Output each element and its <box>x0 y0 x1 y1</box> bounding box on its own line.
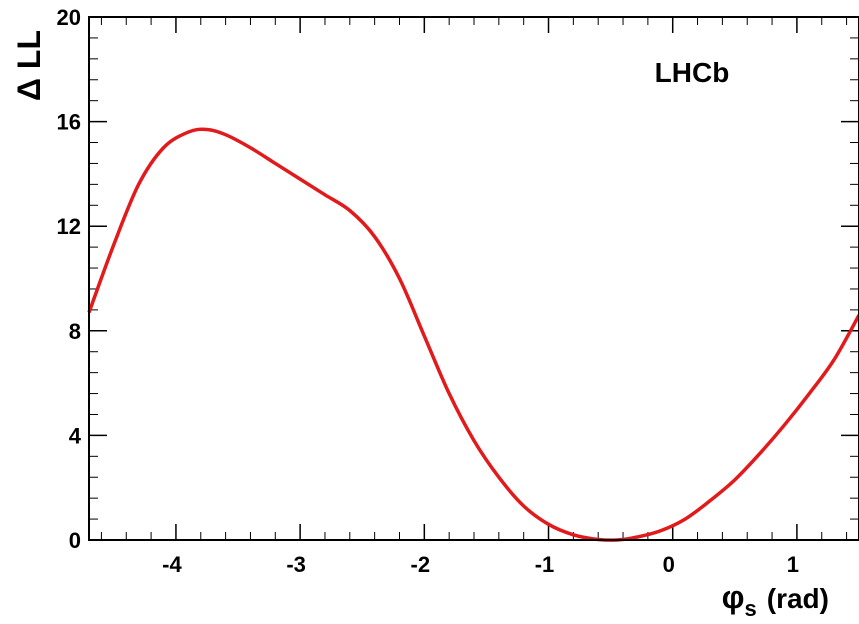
x-axis-subscript: s <box>745 596 757 621</box>
y-tick-labels: 0 4 8 12 16 20 <box>57 5 82 553</box>
x-tick-label: -2 <box>411 552 431 577</box>
y-tick-label: 12 <box>57 214 81 239</box>
delta-ll-curve <box>87 127 859 542</box>
y-tick-label: 16 <box>57 110 81 135</box>
y-tick-label: 8 <box>69 319 81 344</box>
x-tick-label: 1 <box>787 552 799 577</box>
lhcb-label: LHCb <box>655 57 730 88</box>
y-tick-label: 0 <box>69 528 81 553</box>
y-tick-label: 20 <box>57 5 81 30</box>
x-tick-label: -3 <box>286 552 306 577</box>
x-tick-label: 0 <box>663 552 675 577</box>
x-axis-unit: (rad) <box>767 583 829 614</box>
x-tick-labels: -4 -3 -2 -1 0 1 <box>162 552 799 577</box>
x-axis-symbol: φ <box>722 579 745 615</box>
minor-ticks <box>89 17 859 540</box>
x-axis-title: φs (rad) <box>722 579 829 621</box>
series-layer <box>87 127 859 542</box>
y-tick-label: 4 <box>69 423 82 448</box>
x-tick-label: -1 <box>535 552 555 577</box>
plot-frame <box>88 16 859 541</box>
major-ticks <box>89 16 859 541</box>
x-tick-label: -4 <box>162 552 182 577</box>
y-axis-title: Δ LL <box>11 30 47 101</box>
